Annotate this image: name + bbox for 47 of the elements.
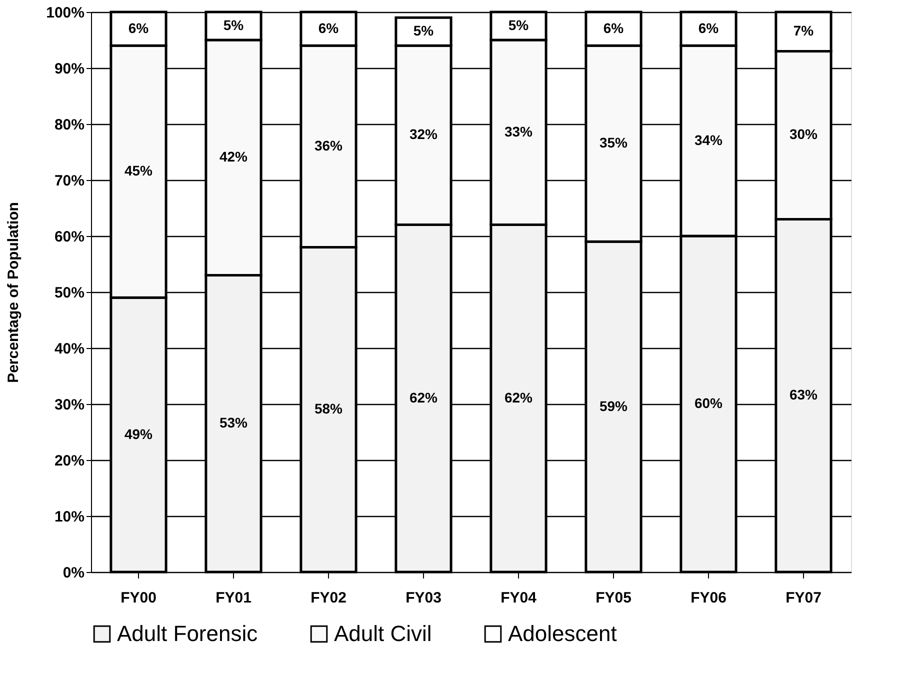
data-label: 6% <box>128 20 150 36</box>
data-label: 33% <box>504 123 534 140</box>
data-label: 6% <box>698 20 720 36</box>
data-label: 45% <box>124 162 154 179</box>
data-label: 59% <box>599 398 628 414</box>
legend-label: Adult Civil <box>334 621 432 646</box>
data-label: 53% <box>219 414 248 431</box>
data-label: 32% <box>409 126 438 142</box>
data-label: 60% <box>694 395 724 411</box>
legend-label: Adolescent <box>508 621 617 646</box>
data-label: 35% <box>599 134 628 151</box>
y-tick-label: 90% <box>54 60 84 78</box>
x-tick-label: FY06 <box>690 590 726 606</box>
x-tick-label: FY07 <box>786 590 822 606</box>
data-label: 62% <box>409 389 438 406</box>
y-tick-label: 30% <box>54 396 84 414</box>
x-tick-label: FY02 <box>310 590 346 606</box>
data-label: 6% <box>318 20 340 36</box>
data-label: 6% <box>603 20 624 36</box>
x-tick-label: FY05 <box>596 590 632 606</box>
y-tick-label: 80% <box>54 116 84 134</box>
data-label: 34% <box>694 132 724 148</box>
x-tick-label: FY04 <box>500 590 538 606</box>
y-tick-label: 50% <box>54 284 84 302</box>
data-label: 5% <box>413 22 434 39</box>
x-tick-label: FY00 <box>120 590 156 606</box>
data-label: 5% <box>223 17 244 33</box>
y-tick-label: 0% <box>62 564 84 582</box>
data-label: 63% <box>789 386 818 403</box>
data-label: 5% <box>508 17 530 33</box>
data-label: 62% <box>504 389 534 406</box>
y-tick-label: 10% <box>54 508 84 526</box>
y-axis-title: Percentage of Population <box>5 202 22 383</box>
data-label: 58% <box>314 400 344 417</box>
x-tick-label: FY01 <box>216 590 252 606</box>
data-label: 49% <box>124 426 154 442</box>
data-label: 30% <box>789 126 818 142</box>
data-label: 42% <box>219 148 248 165</box>
x-tick-label: FY03 <box>406 590 442 606</box>
data-label: 7% <box>793 22 814 39</box>
y-tick-label: 60% <box>54 228 84 246</box>
legend-label: Adult Forensic <box>117 621 258 646</box>
y-tick-label: 100% <box>46 4 84 22</box>
y-tick-label: 20% <box>54 452 84 470</box>
y-tick-label: 70% <box>54 172 84 190</box>
y-tick-label: 40% <box>54 340 84 358</box>
data-label: 36% <box>314 137 344 154</box>
